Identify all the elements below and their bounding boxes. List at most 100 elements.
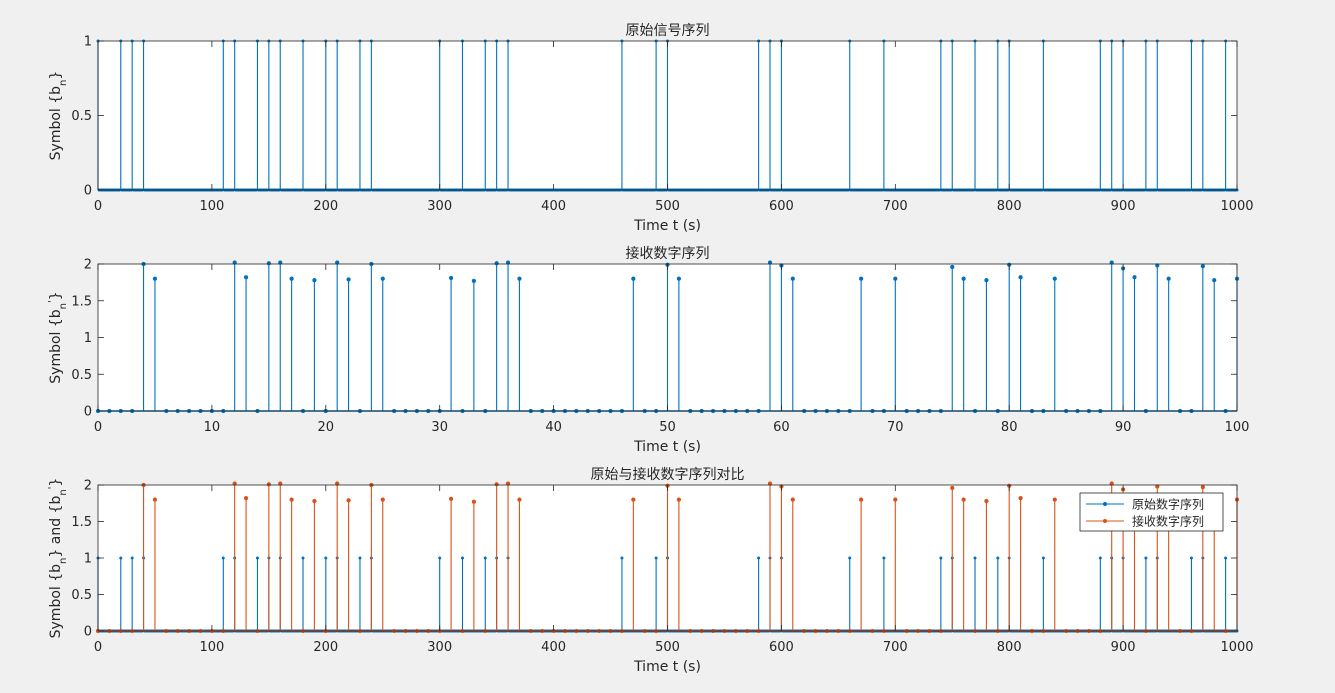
x-tick-label: 500: [655, 640, 680, 655]
legend-label: 原始数字序列: [1132, 497, 1204, 512]
stem-marker: [255, 556, 260, 560]
stem-marker: [346, 277, 351, 282]
x-tick-label: 900: [1111, 640, 1136, 655]
stem-marker: [1144, 556, 1148, 560]
x-tick-label: 0: [94, 199, 102, 214]
stem-marker: [289, 276, 294, 281]
stem-marker: [676, 276, 682, 281]
stem-marker: [1212, 278, 1217, 283]
stem-marker: [1041, 556, 1045, 560]
x-tick-label: 10: [204, 420, 221, 435]
y-tick-label: 0.5: [71, 109, 92, 124]
y-tick-label: 2: [84, 258, 92, 273]
stem-marker: [1109, 481, 1114, 486]
x-axis-label: Time t (s): [633, 659, 701, 675]
y-axis-label: Symbol {bn'}: [47, 291, 69, 383]
y-tick-label: 0: [84, 405, 92, 420]
stem-marker: [505, 481, 511, 486]
x-tick-label: 40: [545, 420, 562, 435]
legend-label: 接收数字序列: [1132, 514, 1204, 529]
stem-marker: [1052, 497, 1057, 502]
stem-marker: [232, 481, 237, 486]
stem-marker: [232, 260, 237, 265]
y-tick-label: 0: [84, 184, 92, 199]
stem-marker: [1224, 556, 1228, 560]
legend-marker: [1103, 502, 1107, 506]
stem-marker: [790, 276, 795, 281]
chart-2: 0 10 20 30 40 50 60 70 80 90 100 0 0.5 1 1.5 2 接收数字序列 Tim…: [47, 245, 1250, 455]
stem-marker: [278, 481, 283, 486]
stem-marker: [1200, 485, 1205, 490]
stem-marker: [1018, 275, 1023, 280]
stem-marker: [620, 556, 624, 560]
stem-marker: [996, 556, 1000, 560]
stem-marker: [767, 481, 773, 486]
y-tick-label: 0: [84, 625, 92, 640]
x-tick-label: 200: [313, 640, 338, 655]
stem-marker: [289, 497, 294, 502]
x-tick-label: 50: [659, 420, 676, 435]
x-tick-label: 800: [997, 640, 1022, 655]
y-tick-label: 0.5: [71, 588, 92, 603]
stem-marker: [950, 485, 955, 491]
x-tick-label: 700: [883, 199, 908, 214]
stem-marker: [858, 276, 864, 281]
x-tick-label: 20: [318, 420, 335, 435]
stem-marker: [483, 556, 487, 560]
stem-marker: [380, 497, 385, 502]
y-axis-label: Symbol {bn}: [48, 71, 69, 161]
x-axis-label: Time t (s): [633, 439, 701, 455]
stem-marker: [460, 556, 465, 560]
y-tick-label: 1.5: [71, 515, 92, 530]
x-tick-label: 90: [1115, 420, 1132, 435]
y-tick-label: 1: [84, 331, 92, 346]
x-tick-label: 300: [427, 199, 452, 214]
stem-marker: [278, 260, 283, 265]
stem-marker: [312, 278, 317, 283]
stem-marker: [471, 278, 477, 284]
stem-marker: [1052, 276, 1057, 281]
stem-marker: [471, 499, 477, 504]
stem-marker: [494, 261, 499, 266]
stem-marker: [152, 497, 158, 502]
stem-marker: [152, 276, 158, 281]
legend-box: [1079, 492, 1224, 532]
x-tick-label: 1000: [1220, 199, 1253, 214]
x-tick-label: 500: [655, 199, 680, 214]
stem-marker: [893, 276, 898, 281]
stem-marker: [848, 556, 852, 560]
stem-marker: [358, 556, 362, 560]
stem-marker: [324, 556, 328, 560]
stem-marker: [335, 481, 340, 486]
stem-marker: [939, 556, 943, 560]
x-tick-label: 80: [1001, 420, 1018, 435]
stem-marker: [1200, 264, 1205, 269]
stem-marker: [961, 497, 966, 502]
stem-marker: [984, 278, 989, 283]
x-tick-label: 400: [541, 199, 566, 214]
stem-marker: [243, 495, 249, 501]
x-tick-label: 900: [1111, 199, 1136, 214]
stem-marker: [380, 276, 385, 281]
stem-marker: [950, 264, 955, 270]
stem-marker: [1155, 484, 1160, 489]
x-tick-label: 300: [427, 640, 452, 655]
stem-marker: [882, 556, 886, 560]
stem-marker: [494, 482, 499, 487]
stem-marker: [858, 497, 864, 502]
y-tick-label: 2: [84, 479, 92, 494]
y-tick-label: 1: [84, 552, 92, 567]
stem-marker: [119, 556, 123, 560]
x-tick-label: 100: [1225, 420, 1250, 435]
x-tick-label: 100: [199, 640, 224, 655]
chart-title: 原始信号序列: [626, 23, 710, 39]
x-tick-label: 0: [94, 420, 102, 435]
stem-marker: [790, 497, 795, 502]
stem-marker: [1166, 276, 1171, 281]
y-tick-label: 1: [84, 35, 92, 50]
x-tick-label: 100: [199, 199, 224, 214]
stem-marker: [631, 497, 636, 502]
y-tick-label: 1.5: [71, 294, 92, 309]
